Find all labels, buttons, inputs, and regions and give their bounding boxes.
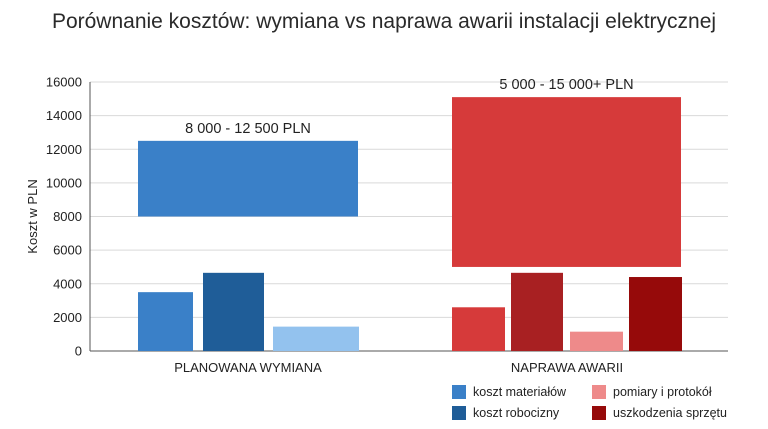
legend-swatch-measurements xyxy=(592,385,606,399)
y-tick-label: 0 xyxy=(75,344,82,359)
y-tick-label: 10000 xyxy=(46,175,82,190)
x-category-label: PLANOWANA WYMIANA xyxy=(174,360,322,375)
bar-pomiary-i-protokół xyxy=(273,326,359,351)
cost-range-bar xyxy=(138,140,358,217)
chart-title: Porównanie kosztów: wymiana vs naprawa a… xyxy=(51,10,717,33)
y-tick-label: 4000 xyxy=(53,276,82,291)
bar-koszt-robocizny xyxy=(203,272,264,351)
y-axis-label: Koszt w PLN xyxy=(25,179,40,253)
y-tick-label: 12000 xyxy=(46,142,82,157)
cost-range-bar xyxy=(452,97,681,267)
legend: koszt materiałów pomiary i protokół kosz… xyxy=(452,383,732,422)
legend-label: uszkodzenia sprzętu xyxy=(613,406,727,420)
y-tick-label: 14000 xyxy=(46,108,82,123)
bar-uszkodzenia-sprzętu xyxy=(629,277,682,351)
legend-swatch-materials xyxy=(452,385,466,399)
legend-item: koszt materiałów xyxy=(452,383,592,401)
legend-item: uszkodzenia sprzętu xyxy=(592,404,732,422)
bar-koszt-materiałów xyxy=(138,292,193,351)
y-tick-label: 8000 xyxy=(53,209,82,224)
bar-pomiary-i-protokół xyxy=(570,331,623,351)
y-tick-label: 2000 xyxy=(53,310,82,325)
legend-swatch-equipment-damage xyxy=(592,406,606,420)
x-category-label: NAPRAWA AWARII xyxy=(511,360,623,375)
legend-swatch-labor xyxy=(452,406,466,420)
cost-range-label: 8 000 - 12 500 PLN xyxy=(185,121,311,137)
bar-koszt-materiałów xyxy=(452,307,505,351)
legend-label: pomiary i protokół xyxy=(613,385,712,399)
cost-range-label: 5 000 - 15 000+ PLN xyxy=(499,77,633,93)
legend-item: pomiary i protokół xyxy=(592,383,732,401)
bar-koszt-robocizny xyxy=(511,272,563,351)
y-tick-label: 16000 xyxy=(46,75,82,90)
legend-item: koszt robocizny xyxy=(452,404,592,422)
legend-label: koszt materiałów xyxy=(473,385,567,399)
y-tick-label: 6000 xyxy=(53,243,82,258)
legend-label: koszt robocizny xyxy=(473,406,560,420)
